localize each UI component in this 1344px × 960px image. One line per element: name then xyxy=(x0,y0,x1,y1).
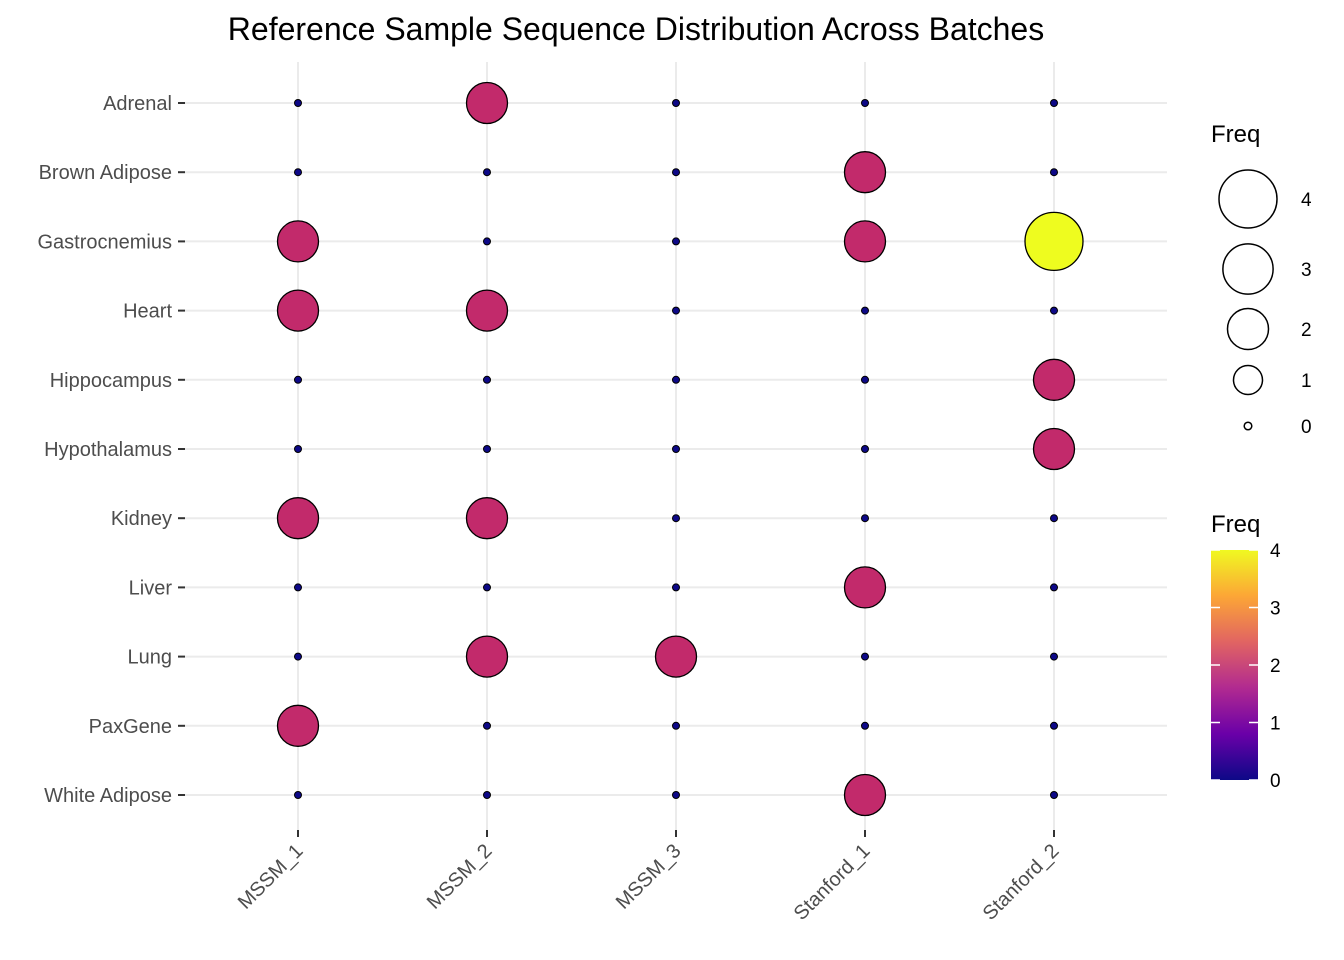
size-legend-key-2 xyxy=(1226,307,1270,351)
color-legend-label-4: 4 xyxy=(1270,541,1281,562)
point-hippocampus-stanford-2 xyxy=(1032,358,1076,401)
point-white-adipose-mssm-1 xyxy=(294,791,302,799)
point-kidney-stanford-2 xyxy=(1050,514,1058,523)
point-kidney-mssm-1 xyxy=(276,497,320,540)
axes: Adrenal Brown Adipose Gastrocnemius Heart Hi… xyxy=(38,93,1064,925)
color-legend-label-1: 1 xyxy=(1270,714,1281,735)
point-hypothalamus-stanford-1 xyxy=(861,445,869,453)
xtick-label-stanford-2: Stanford_2 xyxy=(979,840,1064,925)
point-hypothalamus-mssm-2 xyxy=(483,445,491,453)
point-liver-mssm-2 xyxy=(483,583,491,592)
point-gastrocnemius-mssm-1 xyxy=(276,220,320,263)
point-liver-stanford-2 xyxy=(1050,583,1058,592)
point-lung-mssm-3 xyxy=(654,635,698,678)
ytick-label-heart: Heart xyxy=(123,301,172,323)
size-legend-key-1 xyxy=(1232,364,1264,396)
point-white-adipose-stanford-1 xyxy=(843,773,887,817)
point-kidney-mssm-2 xyxy=(465,497,509,540)
point-brown-adipose-stanford-2 xyxy=(1050,168,1058,177)
color-legend-label-0: 0 xyxy=(1270,771,1281,792)
point-lung-mssm-2 xyxy=(465,635,509,678)
point-hypothalamus-mssm-1 xyxy=(294,445,302,453)
ytick-label-adrenal: Adrenal xyxy=(103,93,172,115)
point-lung-mssm-1 xyxy=(294,652,302,661)
point-adrenal-mssm-2 xyxy=(465,81,509,125)
ytick-label-gastrocnemius: Gastrocnemius xyxy=(38,231,173,253)
point-hypothalamus-stanford-2 xyxy=(1032,427,1076,471)
point-hypothalamus-mssm-3 xyxy=(672,445,680,453)
ytick-label-liver: Liver xyxy=(129,577,173,599)
point-gastrocnemius-mssm-2 xyxy=(483,237,491,246)
point-liver-stanford-1 xyxy=(843,566,887,609)
point-brown-adipose-mssm-1 xyxy=(294,168,302,177)
size-legend-label-3: 3 xyxy=(1301,260,1312,281)
point-hippocampus-mssm-3 xyxy=(672,375,680,384)
color-legend: Freq 4 3 2 1 0 xyxy=(1211,511,1281,792)
ytick-label-hypothalamus: Hypothalamus xyxy=(44,439,172,461)
point-adrenal-stanford-1 xyxy=(861,99,869,107)
size-legend: Freq 4 3 2 1 0 xyxy=(1211,121,1312,438)
point-adrenal-mssm-3 xyxy=(672,99,680,107)
point-gastrocnemius-mssm-3 xyxy=(672,237,680,246)
point-gastrocnemius-stanford-1 xyxy=(843,220,887,263)
point-white-adipose-mssm-2 xyxy=(483,791,491,799)
point-paxgene-stanford-1 xyxy=(861,721,869,730)
data-points xyxy=(276,81,1084,817)
ytick-label-kidney: Kidney xyxy=(111,508,172,530)
point-brown-adipose-stanford-1 xyxy=(843,151,887,194)
point-heart-stanford-1 xyxy=(861,306,869,315)
ytick-label-white-adipose: White Adipose xyxy=(44,785,172,807)
point-heart-stanford-2 xyxy=(1050,306,1058,315)
point-hippocampus-mssm-1 xyxy=(294,375,302,384)
point-heart-mssm-3 xyxy=(672,306,680,315)
size-legend-label-2: 2 xyxy=(1301,320,1312,341)
size-legend-label-0: 0 xyxy=(1301,417,1312,438)
ytick-label-lung: Lung xyxy=(128,647,173,669)
ytick-label-brown-adipose: Brown Adipose xyxy=(39,162,172,184)
point-kidney-mssm-3 xyxy=(672,514,680,523)
xtick-label-mssm-2: MSSM_2 xyxy=(423,840,497,914)
point-liver-mssm-1 xyxy=(294,583,302,592)
point-heart-mssm-1 xyxy=(276,289,320,332)
point-white-adipose-stanford-2 xyxy=(1050,791,1058,799)
point-gastrocnemius-stanford-2 xyxy=(1024,211,1084,272)
size-legend-key-4 xyxy=(1218,169,1278,229)
color-legend-title: Freq xyxy=(1211,511,1260,538)
point-paxgene-mssm-3 xyxy=(672,721,680,730)
xtick-label-mssm-3: MSSM_3 xyxy=(612,840,686,914)
point-paxgene-stanford-2 xyxy=(1050,721,1058,730)
color-legend-label-3: 3 xyxy=(1270,599,1281,620)
xtick-label-mssm-1: MSSM_1 xyxy=(234,840,308,914)
point-brown-adipose-mssm-3 xyxy=(672,168,680,177)
size-legend-label-4: 4 xyxy=(1301,190,1312,211)
chart-title: Reference Sample Sequence Distribution A… xyxy=(228,11,1044,47)
point-hippocampus-stanford-1 xyxy=(861,375,869,384)
point-kidney-stanford-1 xyxy=(861,514,869,523)
point-heart-mssm-2 xyxy=(465,289,509,332)
xtick-label-stanford-1: Stanford_1 xyxy=(790,840,875,925)
size-legend-key-3 xyxy=(1222,243,1274,295)
point-lung-stanford-2 xyxy=(1050,652,1058,661)
point-liver-mssm-3 xyxy=(672,583,680,592)
ytick-label-paxgene: PaxGene xyxy=(89,716,172,738)
size-legend-title: Freq xyxy=(1211,121,1260,148)
ytick-label-hippocampus: Hippocampus xyxy=(50,370,172,392)
point-hippocampus-mssm-2 xyxy=(483,375,491,384)
point-paxgene-mssm-2 xyxy=(483,721,491,730)
size-legend-key-0 xyxy=(1243,421,1253,431)
point-lung-stanford-1 xyxy=(861,652,869,661)
point-adrenal-mssm-1 xyxy=(294,99,302,107)
point-adrenal-stanford-2 xyxy=(1050,99,1058,107)
point-brown-adipose-mssm-2 xyxy=(483,168,491,177)
size-legend-label-1: 1 xyxy=(1301,371,1312,392)
point-paxgene-mssm-1 xyxy=(276,704,320,747)
point-white-adipose-mssm-3 xyxy=(672,791,680,799)
color-legend-label-2: 2 xyxy=(1270,656,1281,677)
